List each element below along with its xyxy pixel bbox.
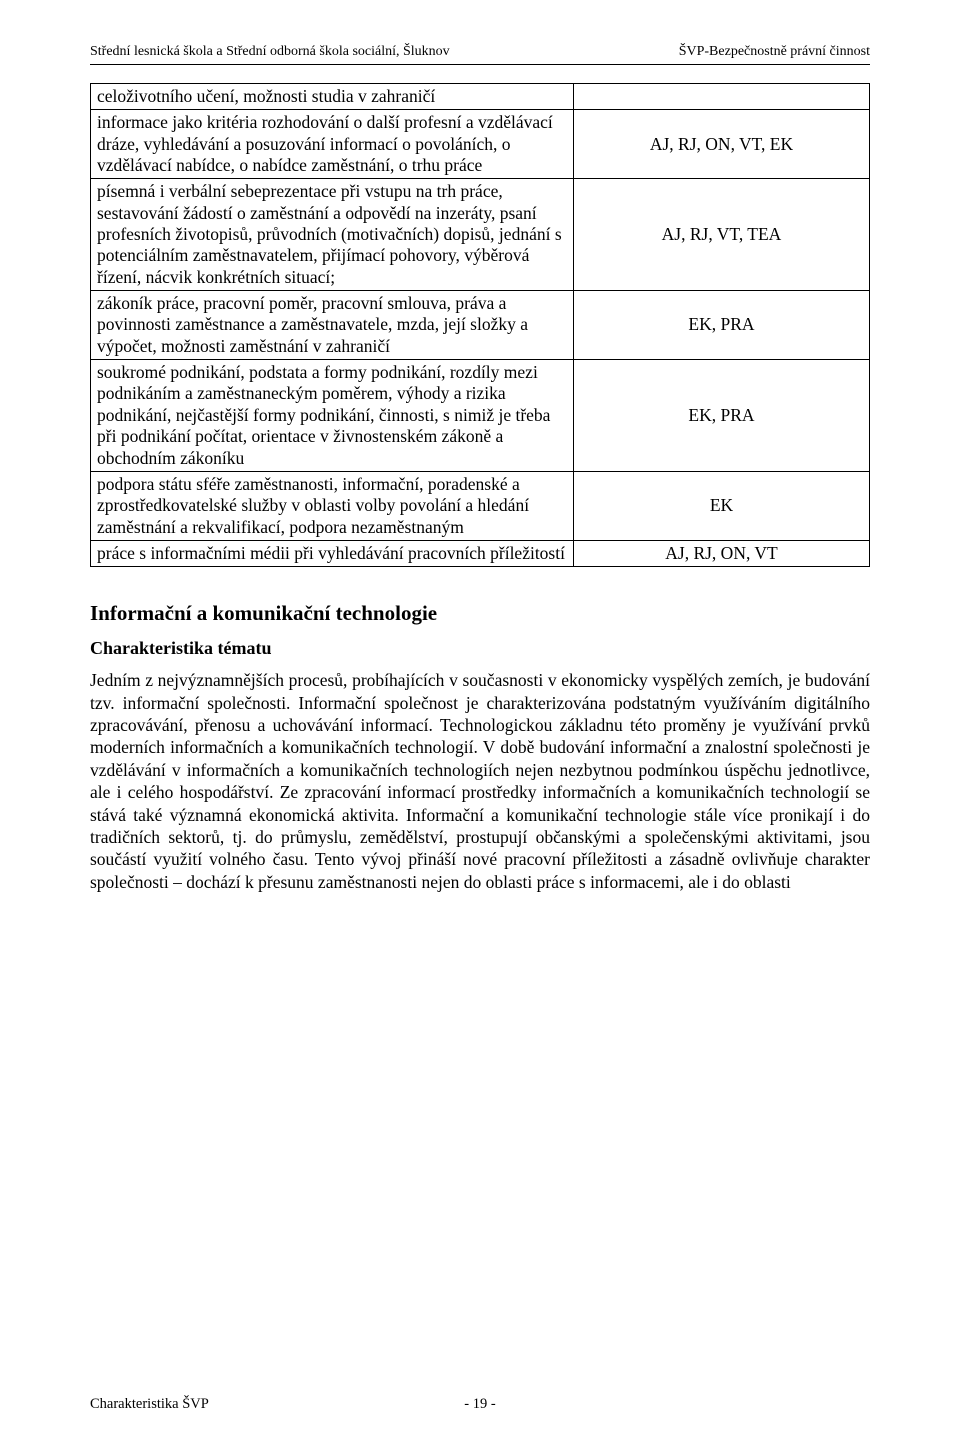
- table-cell-left: informace jako kritéria rozhodování o da…: [91, 110, 574, 179]
- table-cell-left: soukromé podnikání, podstata a formy pod…: [91, 360, 574, 472]
- table-row: soukromé podnikání, podstata a formy pod…: [91, 360, 870, 472]
- table-cell-right: EK, PRA: [573, 291, 869, 360]
- table-row: zákoník práce, pracovní poměr, pracovní …: [91, 291, 870, 360]
- document-page: Střední lesnická škola a Střední odborná…: [0, 0, 960, 1453]
- table-cell-right: AJ, RJ, VT, TEA: [573, 179, 869, 291]
- table-row: práce s informačními médii při vyhledává…: [91, 540, 870, 566]
- footer-page-number: - 19 -: [90, 1396, 870, 1413]
- table-row: písemná i verbální sebeprezentace při vs…: [91, 179, 870, 291]
- table-row: podpora státu sféře zaměstnanosti, infor…: [91, 471, 870, 540]
- table-cell-right: AJ, RJ, ON, VT, EK: [573, 110, 869, 179]
- page-header: Střední lesnická škola a Střední odborná…: [90, 44, 870, 60]
- content-table: celoživotního učení, možnosti studia v z…: [90, 83, 870, 567]
- header-left: Střední lesnická škola a Střední odborná…: [90, 44, 450, 60]
- table-cell-right: EK, PRA: [573, 360, 869, 472]
- table-row: celoživotního učení, možnosti studia v z…: [91, 84, 870, 110]
- page-footer: Charakteristika ŠVP - 19 -: [90, 1396, 870, 1413]
- table-cell-left: práce s informačními médii při vyhledává…: [91, 540, 574, 566]
- table-cell-right: AJ, RJ, ON, VT: [573, 540, 869, 566]
- table-row: informace jako kritéria rozhodování o da…: [91, 110, 870, 179]
- header-rule: [90, 64, 870, 65]
- body-paragraph: Jedním z nejvýznamnějších procesů, probí…: [90, 669, 870, 893]
- table-cell-left: podpora státu sféře zaměstnanosti, infor…: [91, 471, 574, 540]
- header-right: ŠVP-Bezpečnostně právní činnost: [679, 44, 870, 60]
- table-cell-right: EK: [573, 471, 869, 540]
- table-cell-left: zákoník práce, pracovní poměr, pracovní …: [91, 291, 574, 360]
- sub-heading: Charakteristika tématu: [90, 638, 870, 659]
- table-cell-left: celoživotního učení, možnosti studia v z…: [91, 84, 574, 110]
- table-cell-left: písemná i verbální sebeprezentace při vs…: [91, 179, 574, 291]
- table-cell-right: [573, 84, 869, 110]
- section-heading: Informační a komunikační technologie: [90, 601, 870, 626]
